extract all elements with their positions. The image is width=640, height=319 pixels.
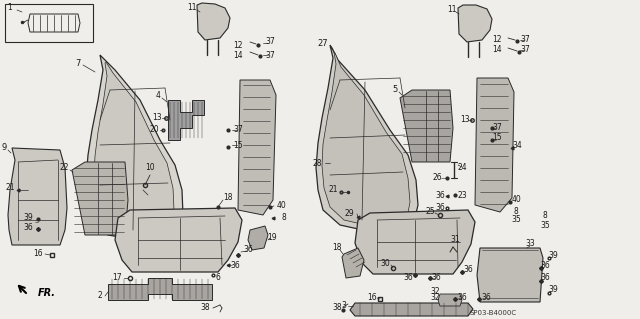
Text: 39: 39 xyxy=(23,213,33,222)
Polygon shape xyxy=(475,78,514,212)
Text: 13: 13 xyxy=(460,115,470,124)
Text: 9: 9 xyxy=(1,144,6,152)
Text: 12: 12 xyxy=(233,41,243,49)
Text: 2: 2 xyxy=(98,292,102,300)
Text: 4: 4 xyxy=(156,92,161,100)
Text: 37: 37 xyxy=(265,50,275,60)
Text: 32: 32 xyxy=(430,293,440,301)
Text: 40: 40 xyxy=(511,196,521,204)
Text: 36: 36 xyxy=(540,273,550,283)
Text: 26: 26 xyxy=(432,174,442,182)
Text: 39: 39 xyxy=(548,250,558,259)
Text: 36: 36 xyxy=(403,272,413,281)
Text: 22: 22 xyxy=(60,164,68,173)
Polygon shape xyxy=(342,248,364,278)
Text: 11: 11 xyxy=(447,5,457,14)
Text: 23: 23 xyxy=(457,190,467,199)
Text: 21: 21 xyxy=(5,183,15,192)
Polygon shape xyxy=(115,208,242,272)
Text: 33: 33 xyxy=(525,239,535,248)
Text: 39: 39 xyxy=(548,286,558,294)
Text: 5: 5 xyxy=(392,85,397,94)
Text: 36: 36 xyxy=(463,265,473,275)
Text: 37: 37 xyxy=(520,35,530,44)
Text: 36: 36 xyxy=(481,293,491,301)
Text: 27: 27 xyxy=(317,39,328,48)
Text: 36: 36 xyxy=(435,204,445,212)
Polygon shape xyxy=(8,148,67,245)
Text: 37: 37 xyxy=(265,38,275,47)
Text: 25: 25 xyxy=(425,207,435,217)
Text: 36: 36 xyxy=(431,273,441,283)
Text: 1: 1 xyxy=(8,4,12,12)
Text: 14: 14 xyxy=(492,46,502,55)
Text: 36: 36 xyxy=(23,224,33,233)
Polygon shape xyxy=(316,45,418,232)
Polygon shape xyxy=(458,5,492,42)
Text: 8: 8 xyxy=(543,211,547,219)
Text: 36: 36 xyxy=(243,246,253,255)
Text: 32: 32 xyxy=(430,286,440,295)
Text: 40: 40 xyxy=(277,201,287,210)
Text: 34: 34 xyxy=(512,140,522,150)
Text: 19: 19 xyxy=(267,234,277,242)
Text: 18: 18 xyxy=(332,243,342,253)
Text: 37: 37 xyxy=(520,46,530,55)
Polygon shape xyxy=(248,226,268,250)
Text: 30: 30 xyxy=(380,259,390,269)
Polygon shape xyxy=(400,90,453,162)
Polygon shape xyxy=(322,52,410,226)
Text: 36: 36 xyxy=(435,191,445,201)
Polygon shape xyxy=(477,248,543,302)
Text: 37: 37 xyxy=(492,123,502,132)
Polygon shape xyxy=(86,55,183,240)
Text: 24: 24 xyxy=(457,164,467,173)
Text: 37: 37 xyxy=(233,125,243,135)
Text: 14: 14 xyxy=(233,50,243,60)
Text: 16: 16 xyxy=(33,249,43,257)
Bar xyxy=(5,4,93,42)
Polygon shape xyxy=(94,62,174,234)
Text: 6: 6 xyxy=(216,273,220,283)
Text: 15: 15 xyxy=(492,133,502,143)
Text: SP03-B4000C: SP03-B4000C xyxy=(470,310,517,316)
Text: 16: 16 xyxy=(367,293,377,301)
Text: FR.: FR. xyxy=(38,288,56,298)
Text: 21: 21 xyxy=(328,186,338,195)
Text: 31: 31 xyxy=(450,235,460,244)
Polygon shape xyxy=(355,210,475,274)
Text: 18: 18 xyxy=(223,194,233,203)
Polygon shape xyxy=(238,80,276,215)
Text: 28: 28 xyxy=(312,159,322,167)
Text: 35: 35 xyxy=(511,216,521,225)
Polygon shape xyxy=(28,14,80,32)
Text: 15: 15 xyxy=(233,140,243,150)
Text: 38: 38 xyxy=(200,303,210,313)
Text: 10: 10 xyxy=(145,164,155,173)
Text: 36: 36 xyxy=(540,261,550,270)
Polygon shape xyxy=(168,100,204,140)
Text: 17: 17 xyxy=(112,273,122,283)
Text: 29: 29 xyxy=(344,209,354,218)
Polygon shape xyxy=(108,278,212,300)
Text: 12: 12 xyxy=(492,35,502,44)
Text: 35: 35 xyxy=(540,220,550,229)
Text: 13: 13 xyxy=(152,114,162,122)
Polygon shape xyxy=(72,162,128,235)
Text: 36: 36 xyxy=(457,293,467,301)
Polygon shape xyxy=(438,294,462,306)
Text: 38: 38 xyxy=(332,303,342,313)
Polygon shape xyxy=(197,3,230,40)
Polygon shape xyxy=(350,303,473,316)
Text: 7: 7 xyxy=(76,58,81,68)
Text: 11: 11 xyxy=(188,4,196,12)
Text: 36: 36 xyxy=(230,261,240,270)
Text: 20: 20 xyxy=(149,125,159,135)
Text: 3: 3 xyxy=(342,300,346,309)
Text: 8: 8 xyxy=(282,213,286,222)
Text: 8: 8 xyxy=(514,207,518,217)
